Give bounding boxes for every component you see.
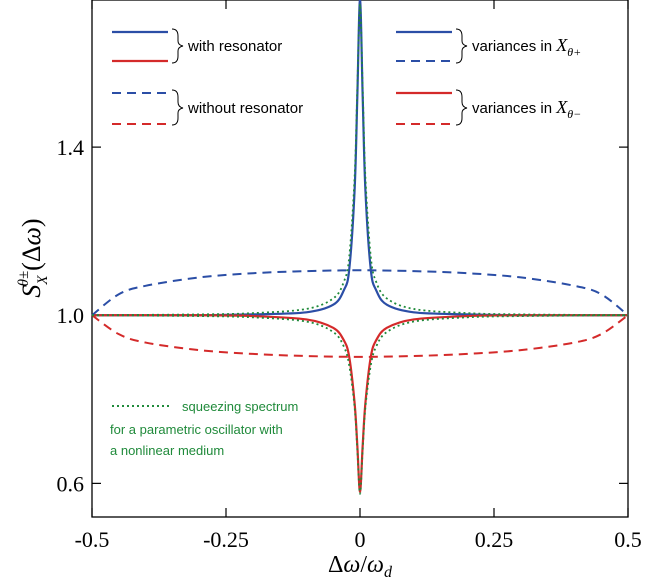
legend-label-with-resonator: with resonator: [187, 38, 282, 55]
series-plus-with-resonator: [91, 0, 629, 317]
legend-label-variances-plus: variances in Xθ+: [472, 35, 581, 59]
plot-frame: [91, 0, 629, 518]
y-axis-title-omega: ω: [17, 227, 46, 245]
x-axis-title-omega: ω: [343, 552, 360, 578]
x-axis-title: Δω/ωd: [328, 552, 393, 580]
legend-variances-plus-symbol: X: [555, 35, 568, 55]
x-tick-label: 0.25: [475, 527, 514, 552]
legend-brace-with-resonator: [171, 28, 184, 64]
y-tick-label: 1.0: [57, 303, 85, 328]
x-tick-label: 0: [355, 527, 366, 552]
legend-label-variances-minus: variances in Xθ−: [472, 97, 581, 121]
x-axis-title-delta: Δ: [328, 552, 343, 578]
y-axis-title-sub-x: X: [35, 275, 51, 286]
series-squeezing-plus: [91, 3, 629, 317]
y-tick-label: 1.4: [57, 135, 85, 160]
legend-variances-minus-sub: θ−: [567, 107, 581, 121]
x-axis-title-omega-d: ω: [367, 552, 384, 578]
x-axis-title-sub-d: d: [384, 564, 393, 580]
legend-variances-minus-symbol: X: [555, 97, 568, 117]
x-tick-label: -0.25: [203, 527, 249, 552]
annotation-line-2: for a parametric oscillator with: [110, 422, 283, 437]
series-minus-without-resonator: [91, 314, 629, 358]
legend-variances-minus-prefix: variances in: [472, 100, 556, 117]
y-axis-title-paren-open: (Δ: [17, 245, 46, 270]
legend-brace-variances-plus: [455, 28, 468, 64]
y-axis-title: SXθ±(Δω): [16, 218, 51, 297]
series-squeezing-minus: [91, 314, 629, 495]
series-lines: [91, 0, 629, 495]
x-axis-title-slash: /: [360, 552, 367, 578]
y-axis-title-s: S: [17, 285, 46, 298]
x-tick-label: 0.5: [614, 527, 642, 552]
legend-label-without-resonator: without resonator: [187, 100, 303, 117]
series-minus-with-resonator: [91, 314, 629, 493]
annotation-line-3: a nonlinear medium: [110, 443, 224, 458]
series-plus-without-resonator: [91, 269, 629, 317]
legend: with resonator without resonator varianc…: [112, 28, 581, 126]
axis-ticks: -0.5 -0.25 0 0.25 0.5 0.6 1.0 1.4: [57, 0, 642, 552]
annotation-line-1: squeezing spectrum: [182, 399, 298, 414]
x-tick-label: -0.5: [75, 527, 110, 552]
legend-brace-variances-minus: [455, 89, 468, 126]
legend-variances-plus-prefix: variances in: [472, 38, 556, 55]
legend-brace-without-resonator: [171, 89, 184, 126]
y-tick-label: 0.6: [57, 471, 85, 496]
legend-variances-plus-sub: θ+: [567, 45, 581, 59]
annotation-squeezing-spectrum: squeezing spectrum for a parametric osci…: [110, 399, 298, 458]
y-axis-title-sup-theta: θ±: [16, 271, 32, 287]
y-axis-title-paren-close: ): [17, 218, 46, 227]
